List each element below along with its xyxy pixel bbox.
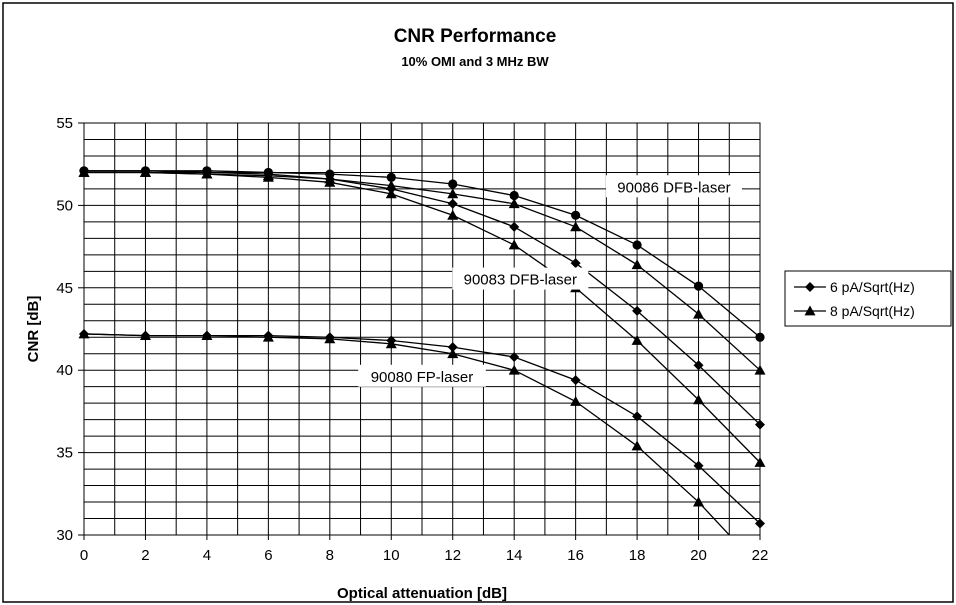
x-tick-label: 0 [80, 547, 88, 564]
annotation-label: 90086 DFB-laser [605, 175, 742, 198]
series-6 [78, 328, 731, 535]
legend-item: 8 pA/Sqrt(Hz) [794, 303, 915, 319]
series-4 [78, 166, 766, 467]
data-point-triangle [570, 396, 582, 406]
data-point-triangle [447, 188, 459, 199]
data-point-triangle [324, 333, 336, 344]
data-point-triangle [385, 188, 397, 199]
data-point-triangle [693, 496, 705, 507]
axis-ticks: 0 2 4 6 8 10 12 14 16 18 20 22 30 35 40 45 50 55 [56, 115, 768, 564]
x-tick-label: 12 [444, 547, 461, 564]
data-point-circle [632, 240, 642, 250]
legend-label: 8 pA/Sqrt(Hz) [830, 303, 915, 319]
data-point-circle [386, 172, 396, 182]
data-point-triangle [631, 259, 643, 270]
series-line [83, 333, 731, 535]
data-point-circle [755, 332, 765, 342]
data-point-triangle [447, 209, 459, 220]
data-point-diamond [632, 305, 643, 316]
y-tick-label: 45 [56, 280, 73, 297]
x-tick-label: 8 [326, 547, 334, 564]
data-point-triangle [385, 338, 397, 349]
legend-label: 6 pA/Sqrt(Hz) [830, 279, 915, 295]
data-point-triangle [78, 328, 90, 339]
data-point-circle [448, 179, 458, 189]
y-tick-label: 40 [56, 362, 73, 379]
data-point-diamond [570, 258, 581, 269]
data-point-diamond [805, 282, 815, 292]
y-tick-label: 50 [56, 197, 73, 214]
data-point-triangle [508, 364, 520, 375]
data-point-triangle [201, 330, 213, 340]
x-tick-label: 22 [752, 547, 769, 564]
x-axis-label: Optical attenuation [dB] [337, 585, 507, 602]
annotations: 90086 DFB-laser 90083 DFB-laser 90080 FP-l… [358, 175, 742, 387]
data-point-triangle [508, 239, 520, 250]
data-point-triangle [139, 330, 151, 340]
data-point-diamond [632, 411, 643, 422]
series-line [84, 170, 761, 426]
data-point-circle [571, 210, 581, 220]
annotation-background [605, 175, 742, 198]
data-point-circle [509, 190, 519, 201]
data-point-triangle [570, 221, 582, 232]
data-point-diamond [570, 375, 581, 386]
data-point-triangle [262, 331, 274, 342]
data-point-triangle [631, 335, 643, 345]
legend-item: 6 pA/Sqrt(Hz) [794, 279, 915, 295]
data-point-triangle [78, 166, 90, 177]
chart-subtitle: 10% OMI and 3 MHz BW [401, 54, 549, 69]
data-point-triangle [262, 171, 274, 182]
series-group [78, 165, 766, 535]
annotation-text: 90083 DFB-laser [464, 272, 577, 289]
annotation-label: 90080 FP-laser [358, 364, 486, 387]
y-tick-label: 35 [56, 445, 73, 462]
data-point-diamond [755, 419, 765, 430]
data-point-diamond [447, 198, 458, 209]
annotation-background [452, 267, 589, 290]
y-axis-label: CNR [dB] [25, 296, 42, 363]
data-point-triangle [201, 168, 213, 179]
y-tick-label: 30 [56, 527, 73, 544]
annotation-background [358, 364, 486, 387]
annotation-label: 90083 DFB-laser [452, 267, 589, 290]
y-tick-label: 55 [56, 115, 73, 132]
legend-box [784, 270, 952, 327]
data-point-triangle [754, 364, 766, 375]
x-tick-label: 4 [203, 547, 211, 564]
data-point-triangle [324, 176, 336, 187]
data-point-triangle [447, 348, 459, 359]
data-point-diamond [447, 342, 458, 353]
series-line [84, 171, 761, 463]
x-tick-label: 18 [629, 547, 646, 564]
x-tick-label: 14 [506, 547, 523, 564]
x-tick-label: 6 [264, 547, 272, 564]
data-point-triangle [693, 308, 705, 319]
x-tick-label: 10 [383, 547, 400, 564]
series-line [84, 170, 761, 338]
data-point-triangle [631, 440, 643, 451]
x-tick-label: 20 [690, 547, 707, 564]
annotation-text: 90080 FP-laser [371, 369, 474, 386]
x-tick-label: 16 [567, 547, 584, 564]
data-point-diamond [509, 221, 520, 232]
data-point-triangle [693, 394, 705, 405]
chart-title: CNR Performance [394, 26, 557, 47]
data-point-diamond [755, 518, 765, 529]
data-point-triangle [139, 166, 151, 177]
data-point-triangle [754, 456, 766, 467]
data-point-diamond [509, 352, 520, 363]
data-point-diamond [693, 360, 704, 371]
legend: 6 pA/Sqrt(Hz) 8 pA/Sqrt(Hz) [784, 270, 952, 327]
data-point-diamond [693, 460, 704, 471]
data-point-triangle [508, 198, 520, 209]
data-point-triangle [804, 305, 816, 316]
x-tick-label: 2 [141, 547, 149, 564]
annotation-text: 90086 DFB-laser [617, 179, 730, 196]
data-point-circle [693, 281, 704, 291]
